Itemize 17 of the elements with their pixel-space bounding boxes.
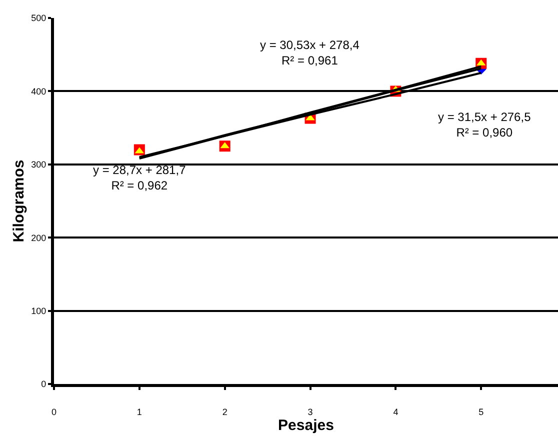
annotation: y = 30,53x + 278,4 R² = 0,961 <box>260 38 360 68</box>
x-tick-label: 0 <box>51 406 57 417</box>
y-tick-label: 0 <box>41 379 46 390</box>
y-axis-title: Kilogramos <box>10 160 28 242</box>
annotation: y = 28,7x + 281,7 R² = 0,962 <box>93 163 186 193</box>
y-tick-label: 300 <box>31 160 46 170</box>
x-tick-label: 1 <box>136 406 142 417</box>
annotation: y = 31,5x + 276,5 R² = 0,960 <box>438 110 532 140</box>
y-tick-label: 400 <box>31 86 46 96</box>
y-tick-label: 500 <box>31 13 46 24</box>
y-tick-label: 200 <box>31 232 46 243</box>
x-tick-label: 2 <box>222 406 228 417</box>
x-tick-label: 4 <box>393 406 398 417</box>
x-tick-label: 5 <box>478 406 484 417</box>
x-tick-label: 3 <box>308 406 313 417</box>
y-tick-label: 100 <box>31 306 46 316</box>
x-axis-title: Pesajes <box>278 416 334 434</box>
